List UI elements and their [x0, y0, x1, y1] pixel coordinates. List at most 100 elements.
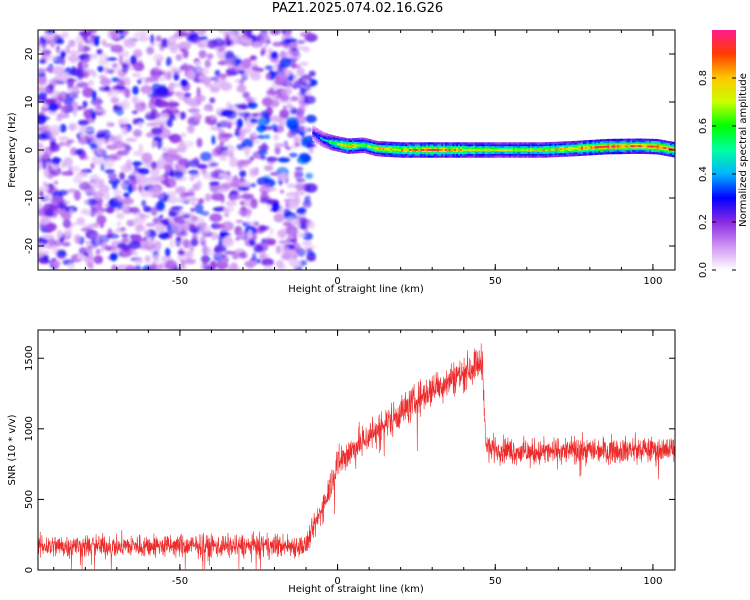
spectrogram-ridge-cell: [338, 143, 342, 146]
spectrogram-cell: [125, 159, 132, 170]
spectrogram-cell: [254, 166, 259, 176]
spectrogram-cell: [119, 171, 125, 181]
spectrogram-cell: [238, 254, 248, 259]
spectrogram-ridge-cell: [323, 139, 327, 142]
spectrogram-ridge-cell: [367, 145, 370, 148]
spectrogram-cell: [133, 32, 139, 38]
spectrogram-cell: [38, 76, 48, 86]
spectrogram-cell: [227, 264, 234, 270]
spectrogram-ridge-cell: [435, 149, 438, 151]
spectrogram-cell: [43, 104, 48, 109]
spectrogram-cell: [269, 30, 281, 35]
spectrogram-cell: [58, 141, 66, 147]
spectrogram-cell: [237, 104, 249, 110]
spectrogram-ridge-cell: [495, 149, 499, 151]
spectrogram-cell: [75, 172, 88, 177]
spectrogram-cell: [120, 205, 128, 210]
spectrogram-ridge-cell: [471, 149, 474, 151]
spectrogram-cell: [117, 80, 125, 88]
spectrogram-cell: [38, 186, 50, 192]
spectrogram-ridge-cell: [418, 149, 421, 151]
spectrogram-ridge-cell: [639, 145, 643, 148]
spectrogram-cell: [131, 72, 142, 78]
spectrogram-ridge-cell: [598, 146, 601, 148]
spectrogram-cell: [222, 144, 235, 154]
spectrogram-cell: [299, 153, 310, 160]
spectrogram-cell: [191, 112, 200, 117]
spectrogram-cell: [201, 255, 209, 266]
spectrogram-cell: [125, 137, 138, 142]
spectrogram-ridge-cell: [505, 149, 508, 151]
spectrogram-cell: [178, 158, 190, 166]
spectrogram-cell: [186, 70, 196, 80]
spectrogram-cell: [73, 190, 81, 201]
spectrogram-cell: [193, 61, 202, 66]
spectrogram-cell: [274, 143, 287, 148]
spectrogram-cell: [65, 92, 79, 100]
spectrogram-cell: [106, 57, 118, 61]
spectrogram-cell: [98, 247, 105, 253]
spectrogram-ridge-cell: [469, 149, 472, 151]
spectrogram-cell: [38, 248, 45, 258]
spectrogram-cell: [152, 217, 163, 225]
spectrogram-ridge-cell: [634, 145, 637, 148]
spectrogram-ridge-cell: [632, 145, 635, 148]
spectrogram-cell: [304, 91, 313, 96]
spectrogram-cell: [68, 262, 75, 270]
spectrogram-cell: [117, 243, 126, 250]
spectrogram-cell: [289, 258, 301, 268]
spectrogram-cell: [168, 210, 177, 218]
spectrogram-cell: [171, 222, 184, 233]
spectrogram-cell: [232, 33, 243, 42]
spectrogram-cell: [67, 188, 77, 194]
snr-xtick-label: -50: [172, 576, 188, 587]
spectrogram-cell: [261, 97, 274, 107]
spectrogram-cell: [84, 187, 97, 195]
spectrogram-cell: [78, 105, 87, 110]
spectrogram-cell: [64, 226, 73, 236]
spectrogram-ridge-cell: [582, 147, 586, 149]
spectrogram-cell: [44, 222, 57, 232]
spectrogram-cell: [252, 59, 258, 68]
spectrogram-cell: [267, 48, 273, 54]
spectrogram-cell: [241, 58, 252, 69]
spectrogram-ridge-cell: [456, 149, 459, 151]
spectrogram-cell: [204, 193, 212, 202]
snr-xtick-label: 100: [643, 576, 662, 587]
spectrogram-cell: [103, 158, 115, 168]
spectrogram-cell: [243, 146, 251, 154]
spectrogram-cell: [259, 250, 266, 260]
spectrogram-cell: [104, 168, 115, 174]
spectrogram-cell: [132, 129, 143, 138]
spectrogram-cell: [209, 162, 219, 167]
spectrogram-ridge-cell: [649, 145, 652, 148]
spectrogram-cell: [283, 251, 292, 261]
spectrogram-cell: [65, 44, 71, 54]
snr-xlabel: Height of straight line (km): [288, 584, 424, 595]
spectrogram-cell: [56, 229, 63, 239]
spectrogram-cell: [123, 30, 129, 36]
spectrogram-cell: [246, 38, 253, 45]
spectrogram-cell: [128, 206, 140, 213]
spectrogram-cell: [131, 110, 138, 115]
spectrogram-cell: [183, 32, 191, 38]
spectrogram-cell: [260, 124, 267, 131]
spectrogram-cell: [151, 140, 156, 149]
spectrogram-ridge-cell: [439, 149, 442, 151]
spectrogram-cell: [291, 83, 299, 90]
spectrogram-cell: [169, 171, 175, 178]
spectrogram-cell: [225, 200, 237, 207]
spectrogram-ridge-cell: [626, 145, 629, 148]
spectrogram-cell: [175, 53, 183, 61]
spectrogram-cell: [200, 211, 210, 216]
spectrogram-cell: [218, 30, 225, 34]
spectrogram-cell: [283, 208, 292, 218]
spectrogram-cell: [48, 30, 53, 34]
spectrogram-ridge-cell: [433, 149, 436, 151]
spectrogram-ridge-cell: [450, 149, 453, 151]
spectrogram-ridge-cell: [458, 149, 461, 151]
spectrogram-cell: [133, 49, 143, 58]
spectrogram-ridge-cell: [386, 148, 389, 151]
spectrogram-ridge-cell: [573, 147, 576, 150]
spectrogram-cell: [52, 66, 65, 76]
